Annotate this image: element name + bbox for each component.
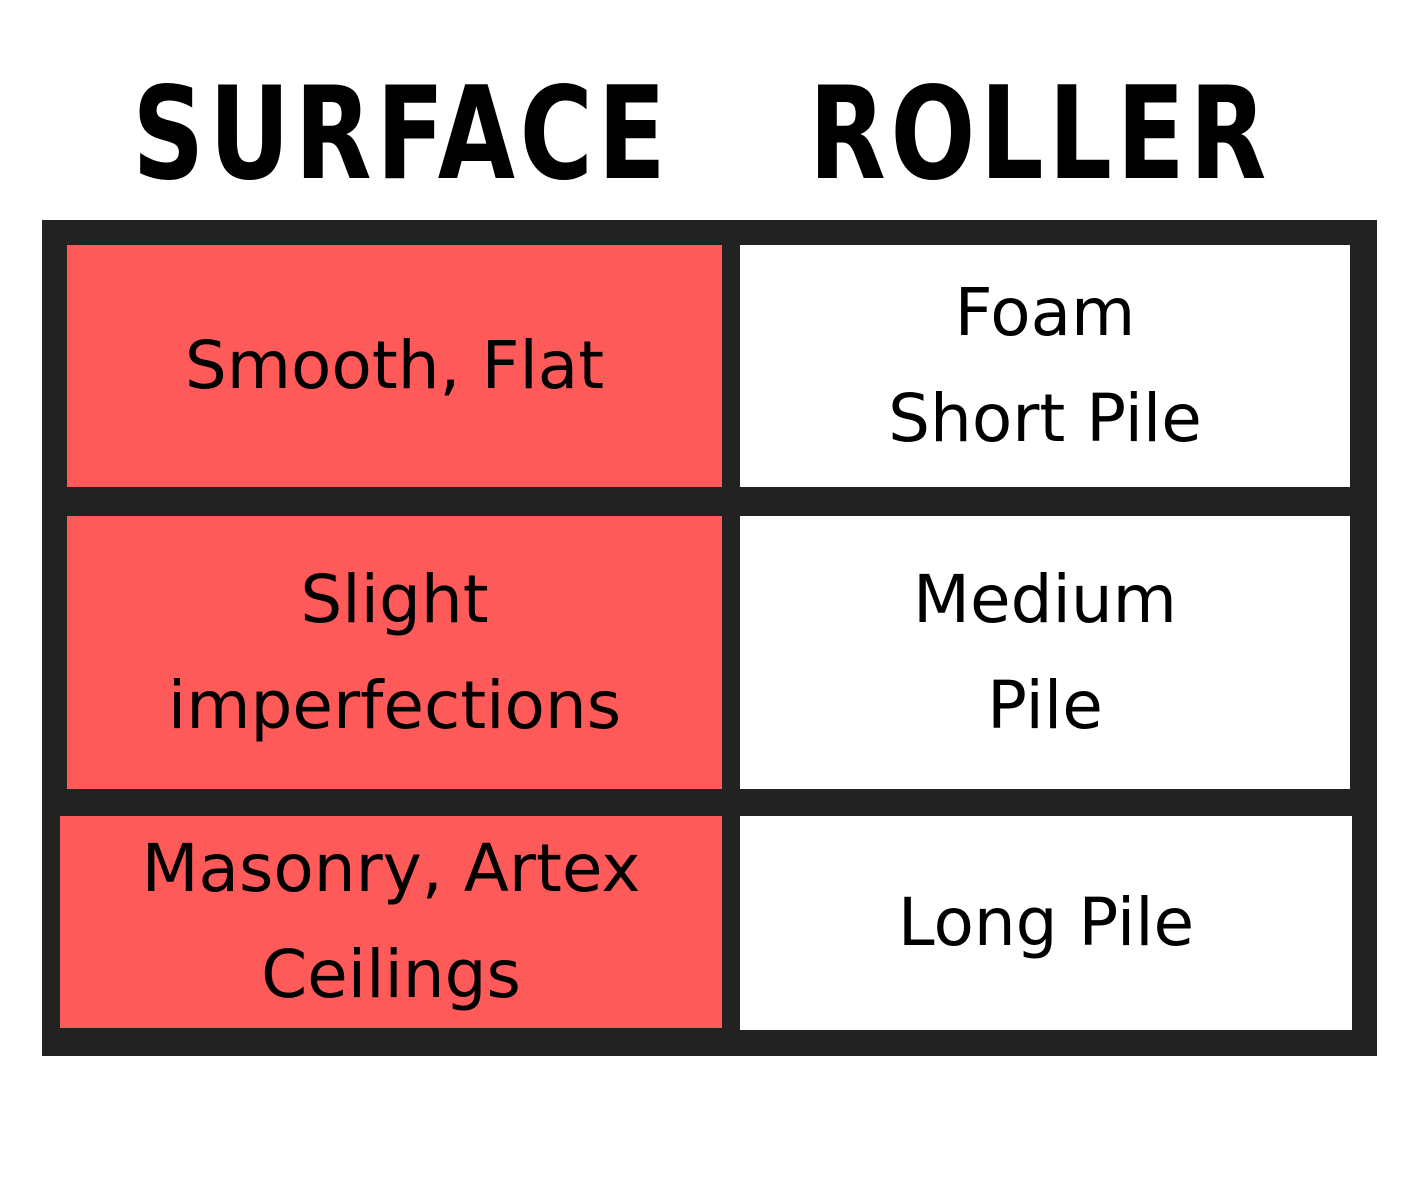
table-cell-roller: Long Pile bbox=[740, 816, 1352, 1030]
surface-column-header: Surface bbox=[132, 60, 671, 209]
table-cell-roller: Foam Short Pile bbox=[740, 245, 1350, 487]
table-cell-roller: Medium Pile bbox=[740, 516, 1350, 789]
table-cell-surface: Smooth, Flat bbox=[67, 245, 722, 487]
table-cell-surface: Slight imperfections bbox=[67, 516, 722, 789]
roller-column-header: Roller bbox=[808, 60, 1272, 209]
table-cell-surface: Masonry, Artex Ceilings bbox=[60, 816, 722, 1028]
